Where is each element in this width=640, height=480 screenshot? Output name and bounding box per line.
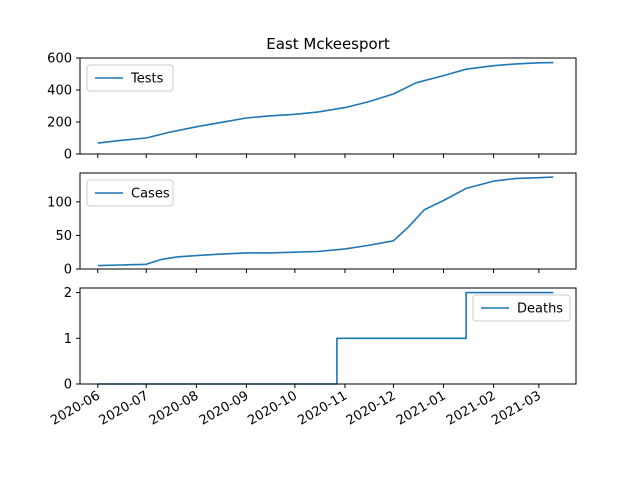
legend: Cases (86, 179, 174, 207)
x-tick-label: 2020-10 (245, 388, 300, 428)
legend-label: Cases (131, 187, 170, 202)
y-tick-label: 0 (64, 378, 72, 393)
x-tick-label: 2020-09 (197, 388, 252, 428)
legend-label: Tests (130, 72, 164, 87)
x-tick-label: 2021-01 (394, 388, 449, 428)
x-tick-label: 2021-03 (489, 388, 544, 428)
y-tick-label: 2 (64, 286, 72, 301)
legend-box (86, 64, 174, 92)
series-line-tests (97, 61, 554, 144)
y-tick-label: 50 (55, 229, 72, 244)
subplot-1: 0 200 400 600 Tests (47, 52, 577, 163)
x-tick-label: 2020-07 (97, 388, 152, 428)
subplot-3: 0122020-062020-072020-082020-092020-1020… (48, 286, 577, 429)
y-tick-label: 600 (47, 52, 72, 67)
legend-box (472, 294, 571, 322)
x-tick-label: 2020-11 (295, 388, 350, 428)
subplot-2: 0 50 100 Cases (47, 172, 577, 278)
chart-title: East Mckeesport (266, 35, 390, 53)
axes-frame (79, 57, 577, 155)
axes-frame (79, 287, 577, 385)
y-tick-label: 1 (64, 332, 72, 347)
legend-label: Deaths (517, 302, 563, 317)
x-tick-label: 2020-08 (147, 388, 202, 428)
y-tick-label: 0 (64, 263, 72, 278)
y-tick-label: 200 (47, 116, 72, 131)
y-tick-label: 400 (47, 84, 72, 99)
x-tick-label: 2021-02 (444, 388, 499, 428)
series-line-cases (97, 176, 554, 267)
x-tick-label: 2020-12 (344, 388, 399, 428)
legend: Tests (86, 64, 174, 92)
y-tick-label: 100 (47, 195, 72, 210)
legend: Deaths (472, 294, 571, 322)
legend-box (86, 179, 174, 207)
y-tick-label: 0 (64, 148, 72, 163)
axes-frame (79, 172, 577, 270)
x-tick-label: 2020-06 (48, 388, 103, 428)
